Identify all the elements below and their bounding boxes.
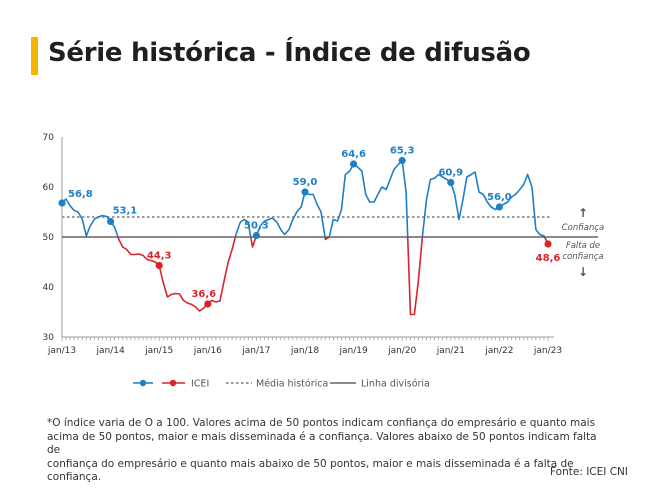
y-tick-label-60: 60 xyxy=(43,183,55,193)
chart: 30 40 50 60 70 jan/13 jan/14 jan/15 jan/16 jan/17… xyxy=(43,133,605,390)
x-tick-label-jan/19: jan/19 xyxy=(338,346,367,356)
data-label-48,6: 48,6 xyxy=(536,253,561,264)
arrow-up-icon: ↑ xyxy=(578,206,588,220)
x-tick-label-jan/17: jan/17 xyxy=(241,346,270,356)
data-label-56,8: 56,8 xyxy=(68,189,93,200)
source-note: Fonte: ICEI CNI xyxy=(550,466,628,478)
icei-line-no-confidence-segment xyxy=(249,236,257,248)
footnote-line-2: acima de 50 pontos, maior e mais dissemi… xyxy=(47,430,597,457)
x-tick-label-jan/21: jan/21 xyxy=(436,346,465,356)
data-point-44,3 xyxy=(155,261,163,270)
title-accent-bar xyxy=(31,37,38,75)
x-tick-label-jan/18: jan/18 xyxy=(290,346,319,356)
data-label-56,0: 56,0 xyxy=(487,192,512,203)
legend-marker-no-confidence xyxy=(169,379,177,387)
icei-line-confidence-segment xyxy=(61,198,119,238)
data-label-60,9: 60,9 xyxy=(438,168,463,179)
data-point-56,8 xyxy=(58,199,66,207)
data-point-64,6 xyxy=(350,160,358,168)
page-title: Série histórica - Índice de difusão xyxy=(48,38,531,68)
x-tick-label-jan/15: jan/15 xyxy=(144,346,173,356)
data-point-50,3 xyxy=(252,231,260,240)
data-label-36,6: 36,6 xyxy=(191,289,216,300)
y-tick-label-30: 30 xyxy=(43,333,55,343)
x-tick-label-jan/20: jan/20 xyxy=(387,346,416,356)
data-point-53,1 xyxy=(107,217,115,226)
footnote-line-3: confiança do empresário e quanto mais ab… xyxy=(47,457,574,484)
legend-label-icei: ICEI xyxy=(191,379,209,390)
data-label-64,6: 64,6 xyxy=(341,149,366,160)
data-point-59,0 xyxy=(301,188,309,196)
y-tick-label-40: 40 xyxy=(43,283,55,293)
icei-line-no-confidence-segment xyxy=(324,236,330,241)
arrow-down-icon: ↓ xyxy=(578,265,588,279)
legend-marker-confidence xyxy=(139,379,147,387)
data-label-65,3: 65,3 xyxy=(390,146,415,157)
icei-line-confidence-segment xyxy=(328,159,409,238)
icei-line-confidence-segment xyxy=(255,191,326,238)
x-tick-label-jan/13: jan/13 xyxy=(47,346,76,356)
legend-label-mean: Média histórica xyxy=(256,379,328,390)
side-label-confidence: Confiança xyxy=(562,223,605,233)
y-tick-label-70: 70 xyxy=(43,133,55,143)
data-label-50,3: 50,3 xyxy=(244,221,269,232)
x-tick-label-jan/14: jan/14 xyxy=(95,346,124,356)
x-tick-label-jan/16: jan/16 xyxy=(193,346,222,356)
icei-line-no-confidence-segment xyxy=(406,236,424,316)
icei-line-confidence-segment xyxy=(421,171,546,238)
side-label-no-confidence-1: Falta de xyxy=(566,241,600,251)
data-point-36,6 xyxy=(204,300,212,308)
data-point-56,0 xyxy=(495,203,503,211)
y-tick-label-50: 50 xyxy=(43,233,55,243)
data-label-53,1: 53,1 xyxy=(113,206,138,217)
side-label-no-confidence-2: confiança xyxy=(562,252,603,262)
x-tick-label-jan/22: jan/22 xyxy=(484,346,513,356)
data-point-48,6 xyxy=(544,240,552,248)
data-label-44,3: 44,3 xyxy=(147,251,172,262)
footnote: *O índice varia de O a 100. Valores acim… xyxy=(47,417,607,485)
data-label-59,0: 59,0 xyxy=(293,177,318,188)
icei-line-no-confidence-segment xyxy=(117,236,237,312)
icei-line-confidence-segment xyxy=(234,218,252,238)
legend-label-divider: Linha divisória xyxy=(361,379,430,390)
data-point-65,3 xyxy=(398,156,406,165)
footnote-line-1: *O índice varia de O a 100. Valores acim… xyxy=(47,417,596,429)
x-tick-label-jan/23: jan/23 xyxy=(533,346,562,356)
data-point-60,9 xyxy=(447,178,455,187)
